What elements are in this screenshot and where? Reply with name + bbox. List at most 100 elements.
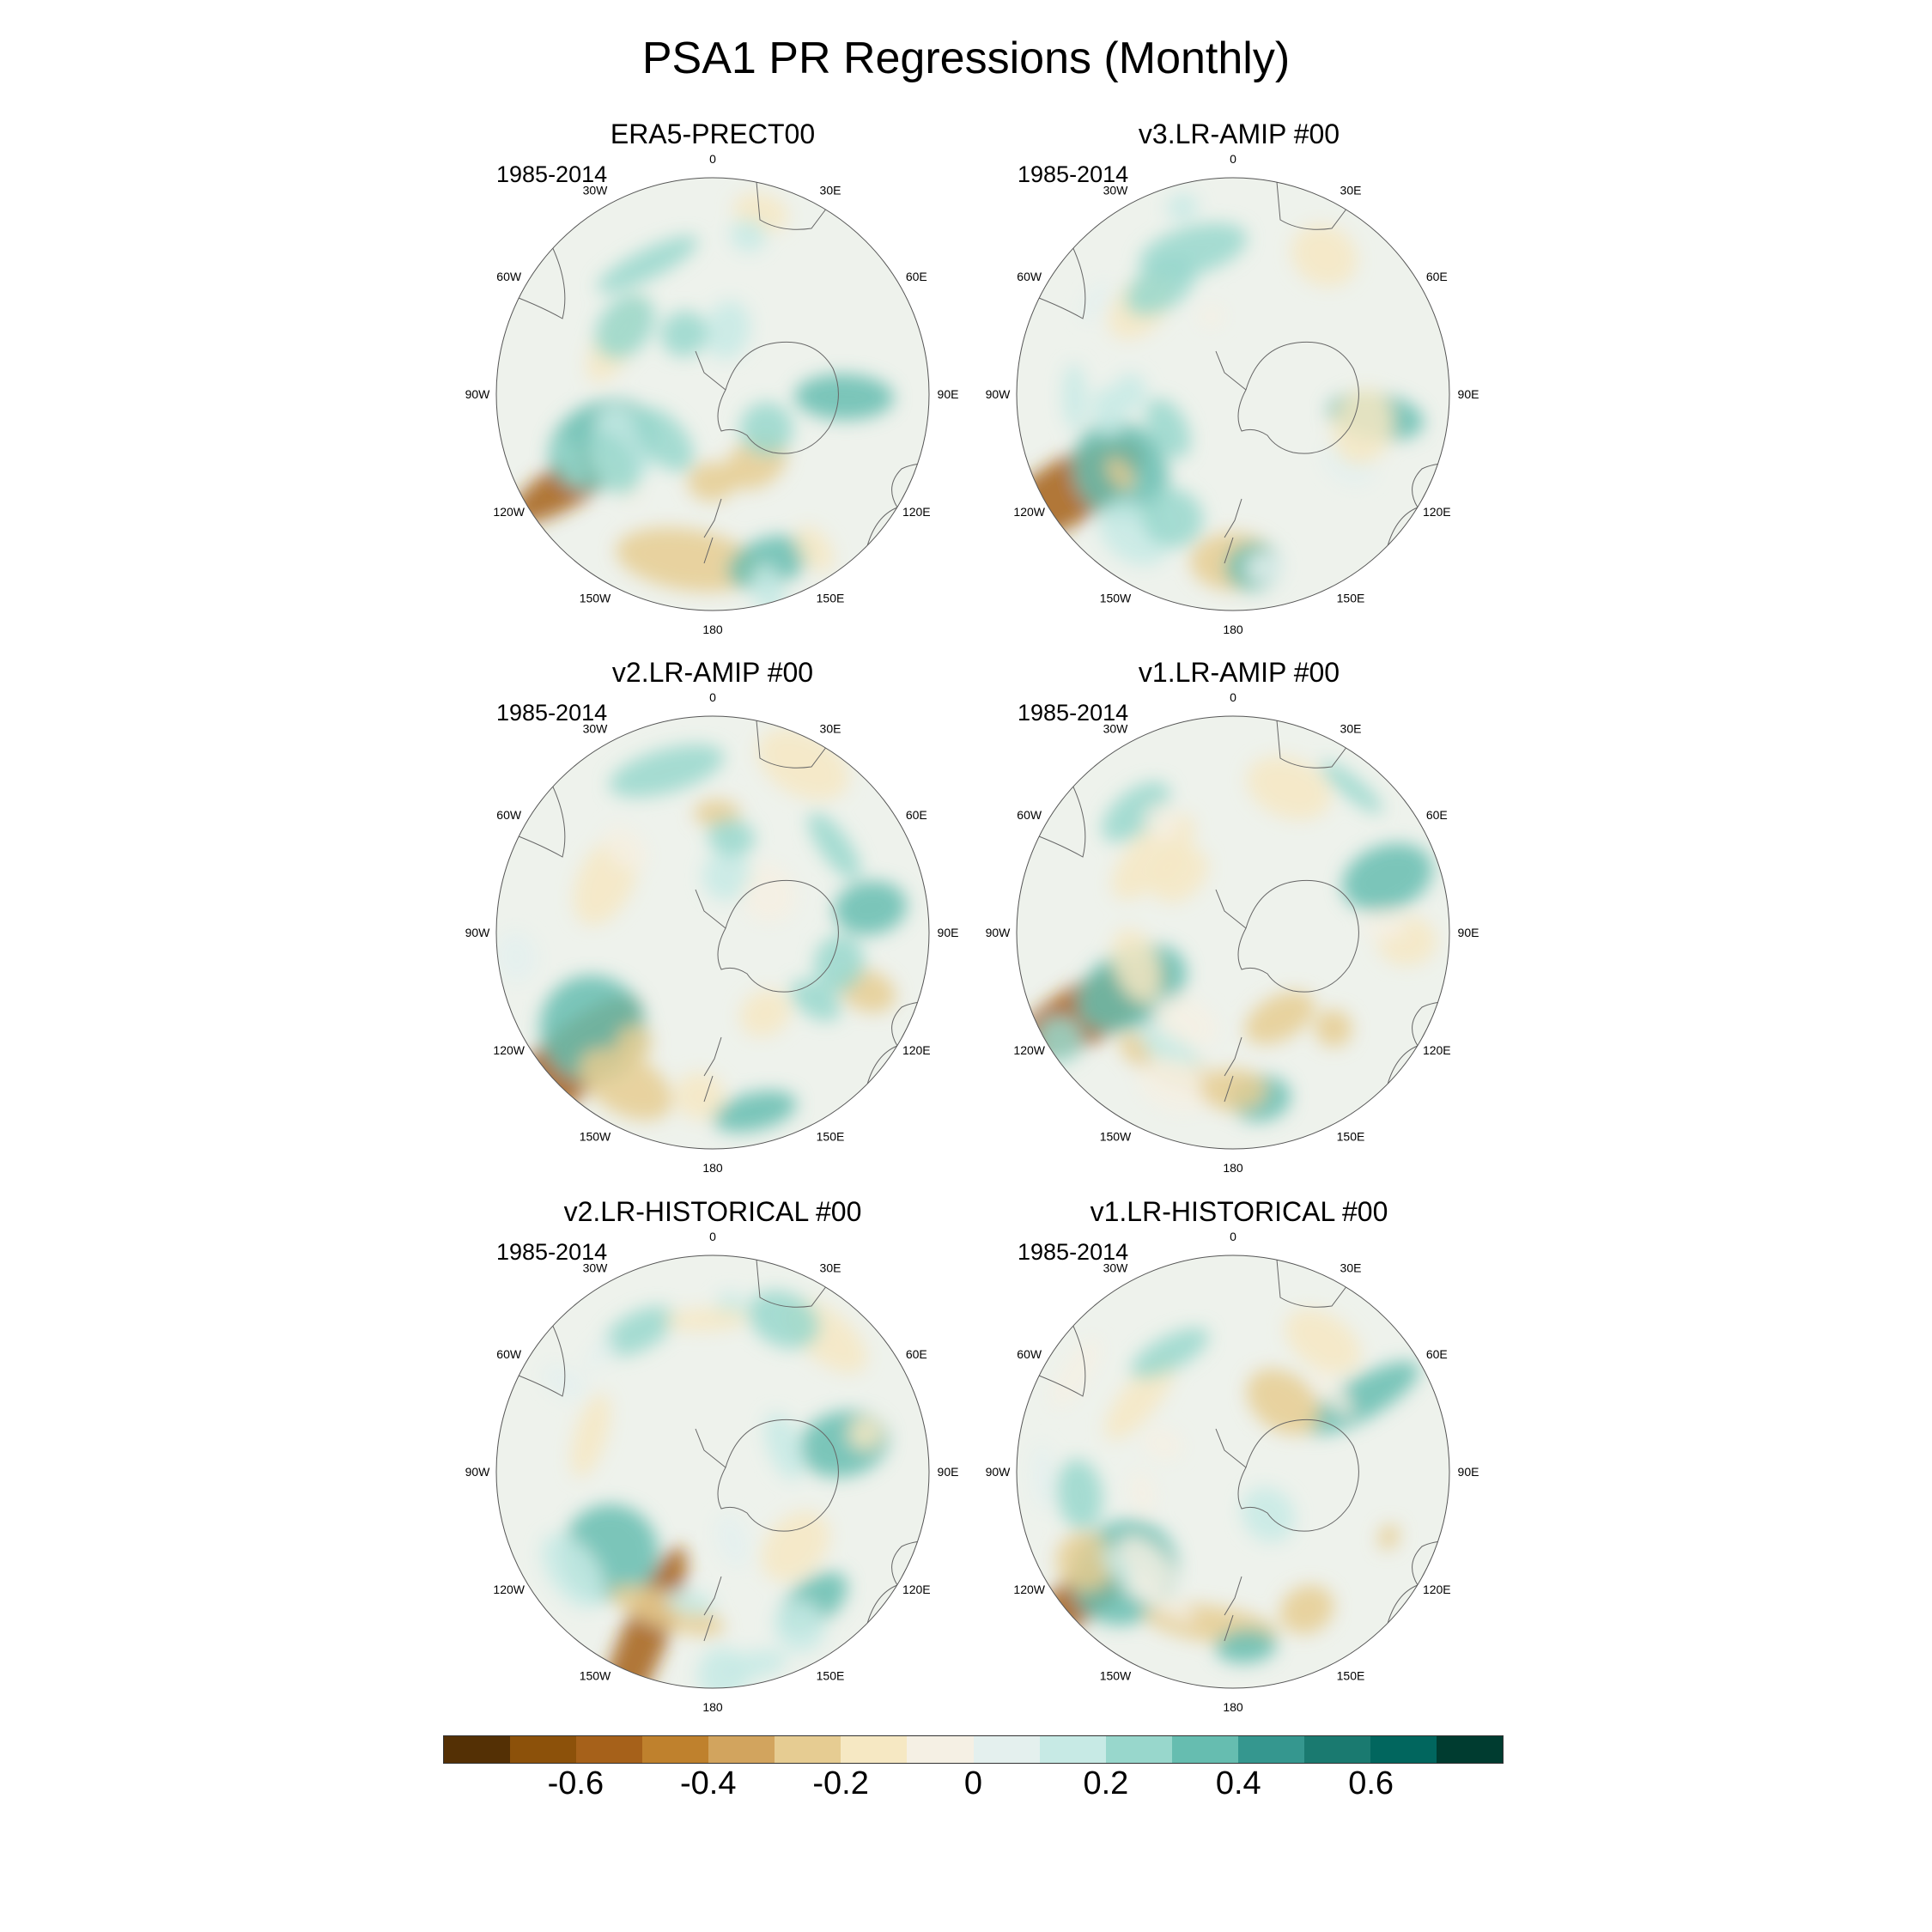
polar-map-5: 0 30E 60E 90E 120E 150E 180 150W 120W 90W 60W 30W	[465, 1230, 959, 1714]
anomaly-patch	[610, 1585, 724, 1636]
peninsula-outline	[695, 350, 726, 391]
longitude-label: 30W	[583, 1261, 609, 1275]
map-border	[495, 177, 930, 611]
anomaly-patch	[1104, 1356, 1176, 1440]
anomaly-patch	[541, 1533, 605, 1609]
colorbar-swatch	[576, 1736, 643, 1763]
panel-period-3: 1985-2014	[496, 700, 608, 726]
antarctica-outline	[717, 879, 839, 993]
anomaly-patch	[764, 1413, 805, 1480]
anomaly-patch	[748, 1291, 820, 1349]
longitude-label: 150E	[1337, 1129, 1365, 1143]
colorbar-swatch	[1039, 1736, 1106, 1763]
anomaly-patch	[602, 1306, 675, 1357]
anomaly-patch	[774, 1600, 825, 1653]
longitude-label: 120W	[1013, 1043, 1045, 1057]
anomaly-patch	[1363, 910, 1406, 941]
longitude-label: 90W	[986, 926, 1012, 939]
anomaly-patch	[1198, 305, 1224, 328]
peninsula-outline	[1215, 889, 1247, 929]
peninsula-outline	[1215, 1428, 1247, 1468]
polar-map-3: 0 30E 60E 90E 120E 150E 180 150W 120W 90W 60W 30W	[465, 690, 959, 1175]
anomaly-patch	[1112, 928, 1161, 1004]
colorbar-swatch	[907, 1736, 974, 1763]
anomaly-patch	[713, 1091, 797, 1133]
map-border	[1016, 715, 1450, 1150]
antarctica-outline	[1237, 1419, 1359, 1532]
anomaly-patch	[1102, 781, 1170, 842]
longitude-label: 60W	[496, 1347, 522, 1361]
anomaly-patch	[1056, 1459, 1103, 1530]
colorbar-tick-label: 0.6	[1348, 1765, 1394, 1801]
anomaly-patch	[741, 872, 792, 923]
new-zealand-outline	[1224, 498, 1242, 564]
anomaly-patch	[1279, 1585, 1334, 1634]
longitude-label: 60W	[1017, 808, 1042, 822]
longitude-label: 90E	[938, 387, 959, 401]
colorbar-swatch	[841, 1736, 908, 1763]
colorbar-tick-label: -0.4	[680, 1765, 737, 1801]
map-border	[495, 1255, 930, 1689]
anomaly-patch	[1320, 761, 1383, 814]
longitude-label: 30W	[1103, 722, 1129, 736]
anomaly-patch	[1332, 388, 1394, 465]
colorbar-swatch	[775, 1736, 841, 1763]
longitude-label: 0	[1230, 152, 1236, 166]
longitude-label: 90E	[938, 1465, 959, 1479]
longitude-label: 0	[709, 690, 716, 704]
anomaly-patch	[1106, 457, 1134, 490]
antarctica-outline	[717, 1419, 839, 1532]
anomaly-patch	[665, 1308, 749, 1332]
longitude-label: 150E	[1337, 591, 1365, 605]
longitude-label: 30E	[1340, 722, 1362, 736]
longitude-label: 120E	[1423, 1583, 1451, 1596]
longitude-label: 120E	[902, 505, 931, 519]
anomaly-patch	[1246, 1369, 1321, 1436]
longitude-label: 180	[702, 1161, 723, 1175]
colorbar-swatch	[1171, 1736, 1238, 1763]
panel-title-4: v1.LR-AMIP #00	[1138, 657, 1340, 688]
longitude-label: 120E	[902, 1583, 931, 1596]
anomaly-patch	[1291, 224, 1358, 287]
longitude-label: 60E	[1426, 808, 1448, 822]
anomaly-patch	[1118, 1535, 1176, 1591]
longitude-label: 180	[702, 1700, 723, 1714]
anomaly-patch	[715, 1513, 750, 1568]
anomaly-patch	[1051, 1338, 1101, 1408]
anomaly-patch	[1144, 803, 1180, 840]
anomaly-patch	[687, 462, 737, 501]
new-zealand-outline	[703, 498, 722, 564]
colorbar-swatch	[510, 1736, 577, 1763]
anomaly-patch	[1145, 398, 1191, 459]
longitude-label: 30W	[1103, 1261, 1129, 1275]
longitude-label: 0	[709, 152, 716, 166]
longitude-label: 0	[709, 1230, 716, 1243]
anomaly-patch	[1378, 1524, 1400, 1550]
longitude-label: 150E	[817, 1668, 845, 1682]
anomaly-patch	[848, 1417, 883, 1450]
anomaly-patch	[702, 851, 752, 901]
anomaly-patch	[1167, 193, 1199, 221]
anomaly-patch	[1123, 1578, 1196, 1623]
panel-period-1: 1985-2014	[496, 161, 608, 187]
longitude-label: 90E	[1458, 1465, 1479, 1479]
anomaly-patch	[632, 407, 694, 471]
peninsula-outline	[695, 889, 726, 929]
anomaly-patch	[1062, 363, 1087, 431]
longitude-label: 150W	[1100, 591, 1132, 605]
anomaly-patch	[794, 374, 894, 421]
colorbar-swatch	[642, 1736, 709, 1763]
panel-title-3: v2.LR-AMIP #00	[611, 657, 814, 688]
longitude-label: 60W	[496, 808, 522, 822]
anomaly-patch	[1152, 995, 1218, 1048]
colorbar-tick-label: 0.4	[1215, 1765, 1261, 1801]
anomaly-patch	[1141, 1427, 1183, 1461]
anomaly-patch	[1129, 1471, 1156, 1515]
longitude-label: 30W	[1103, 184, 1129, 197]
longitude-label: 180	[702, 623, 723, 636]
anomaly-patch	[616, 1024, 653, 1062]
colorbar-swatch	[1237, 1736, 1304, 1763]
longitude-label: 150E	[1337, 1668, 1365, 1682]
longitude-label: 90E	[938, 926, 959, 939]
anomaly-patch	[1137, 1057, 1213, 1114]
